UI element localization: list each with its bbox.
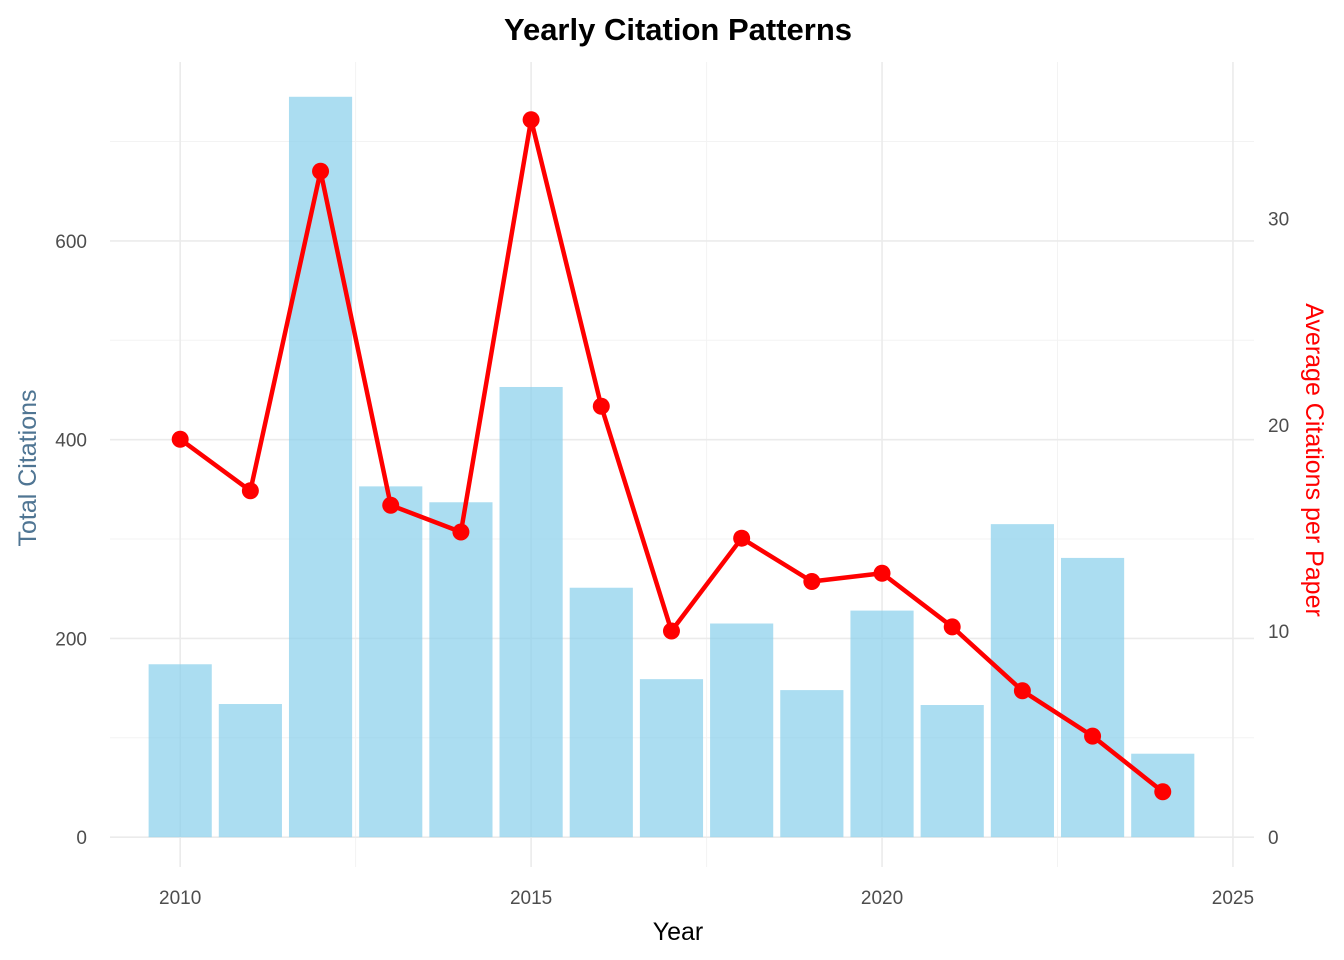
- y2-tick-label: 30: [1268, 210, 1289, 231]
- line-point: [452, 523, 470, 541]
- line-point: [241, 482, 259, 500]
- line-point: [382, 496, 400, 514]
- y2-tick-label: 20: [1268, 416, 1289, 437]
- bar-series: [148, 96, 1195, 838]
- bar: [1060, 557, 1125, 838]
- line-point: [522, 111, 540, 129]
- x-tick-label: 2025: [1212, 888, 1254, 909]
- bar: [990, 524, 1054, 838]
- bar: [148, 664, 212, 838]
- y-tick-label: 400: [55, 431, 87, 452]
- line-point: [733, 529, 751, 547]
- x-axis-ticks: 2010 2015 2020 2025: [159, 888, 1254, 909]
- line-point: [1154, 783, 1172, 801]
- line-point: [803, 572, 821, 590]
- line-point: [873, 564, 891, 582]
- y-tick-label: 0: [76, 828, 87, 849]
- y2-axis-ticks: 0 10 20 30: [1268, 210, 1289, 849]
- bar: [359, 486, 423, 838]
- y2-axis-title: Average Citations per Paper: [1300, 303, 1328, 617]
- line-point: [171, 430, 189, 448]
- x-tick-label: 2010: [159, 888, 201, 909]
- y-axis-ticks: 0 200 400 600: [55, 232, 87, 849]
- bar: [499, 386, 563, 838]
- x-tick-label: 2020: [861, 888, 903, 909]
- bar: [429, 502, 493, 838]
- y2-tick-label: 0: [1268, 828, 1279, 849]
- bar: [218, 704, 282, 838]
- bar: [569, 587, 633, 838]
- line-point: [1084, 727, 1102, 745]
- bar: [920, 705, 984, 838]
- bar: [288, 96, 353, 838]
- bar: [710, 623, 774, 838]
- line-point: [312, 162, 330, 180]
- bar: [850, 610, 914, 838]
- bar: [639, 679, 704, 838]
- y-tick-label: 200: [55, 629, 87, 650]
- x-axis-title: Year: [653, 918, 704, 946]
- line-point: [943, 618, 961, 636]
- chart-title: Yearly Citation Patterns: [504, 12, 852, 47]
- y-tick-label: 600: [55, 232, 87, 253]
- line-series: [171, 111, 1172, 801]
- x-tick-label: 2015: [510, 888, 552, 909]
- y-axis-title: Total Citations: [14, 389, 42, 546]
- line-point: [592, 397, 610, 415]
- line-point: [662, 622, 680, 640]
- bar: [780, 690, 844, 838]
- line-point: [1013, 682, 1031, 700]
- y2-tick-label: 10: [1268, 622, 1289, 643]
